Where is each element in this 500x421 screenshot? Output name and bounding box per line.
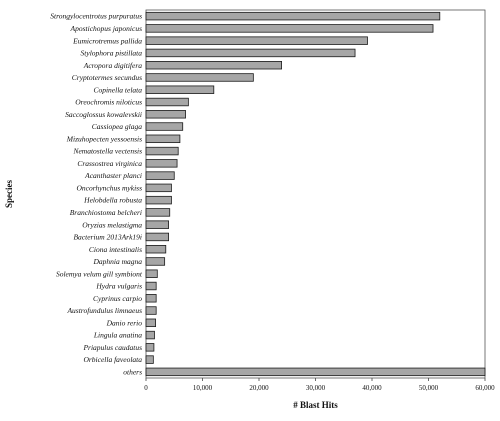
bar-10 — [145, 122, 184, 131]
category-label: Cyprinus carpio — [93, 294, 142, 303]
bar-30 — [145, 367, 486, 377]
category-label: Acanthaster planci — [84, 171, 142, 180]
x-tick-label: 30,000 — [306, 384, 326, 392]
category-label: Hydra vulgaris — [95, 282, 142, 291]
category-label: Acropora digitifera — [83, 61, 143, 70]
category-label: Nematostella vectensis — [72, 147, 142, 156]
category-label: Cassiopea glaga — [92, 122, 142, 131]
bar-18 — [145, 220, 170, 229]
category-label: Lingula anatina — [93, 331, 142, 340]
bar-6 — [145, 73, 254, 82]
bar-28 — [145, 343, 155, 352]
category-label: Mizuhopecten yessoensis — [66, 134, 142, 143]
bar-5 — [145, 61, 283, 70]
category-label: Copinella telata — [93, 85, 142, 94]
category-label: Orbicella faveolata — [83, 355, 142, 364]
category-label: Bacterium 2013Ark19i — [73, 233, 142, 242]
bar-17 — [145, 208, 171, 217]
category-label: Helobdella robusta — [83, 196, 142, 205]
bar-3 — [145, 36, 368, 45]
category-label: Cryptotermes secundus — [72, 73, 142, 82]
category-label-group: Strongylocentrotus purpuratus Apostichopu… — [50, 12, 143, 377]
category-label: others — [123, 367, 142, 376]
category-label: Oncorhynchus mykiss — [77, 183, 143, 192]
category-label: Apostichopus japonicus — [70, 24, 143, 33]
bar-2 — [145, 24, 434, 33]
category-label: Ciona intestinalis — [89, 245, 142, 254]
bar-27 — [145, 330, 155, 340]
bar-23 — [145, 281, 157, 291]
x-tick-label: 20,000 — [249, 384, 269, 392]
bar-15 — [145, 183, 172, 193]
bar-20 — [145, 244, 167, 254]
bar-1 — [145, 11, 441, 21]
bar-16 — [145, 195, 172, 205]
x-tick-label: 50,000 — [419, 384, 439, 392]
category-label: Priapulus caudatus — [82, 343, 142, 352]
x-tick-label: 0 — [144, 384, 148, 392]
bar-12 — [145, 146, 179, 156]
bar-21 — [145, 257, 166, 266]
category-label: Danio rerio — [106, 318, 143, 327]
category-label: Solemya velum gill symbiont — [56, 269, 143, 278]
category-label: Saccoglossus kowalevskii — [65, 110, 142, 119]
category-label: Daphnia magna — [92, 257, 142, 266]
bar-24 — [145, 294, 157, 303]
bar-11 — [145, 134, 181, 144]
bar-4 — [145, 48, 356, 58]
bar-13 — [145, 159, 178, 168]
x-tick-label: 10,000 — [193, 384, 213, 392]
category-label: Crassostrea virginica — [77, 159, 142, 168]
bar-9 — [145, 110, 186, 119]
bar-22 — [145, 269, 158, 278]
bar-19 — [145, 232, 170, 242]
bar-29 — [145, 355, 154, 364]
y-axis-title: Species — [4, 180, 14, 208]
bar-25 — [145, 306, 157, 315]
bar-7 — [145, 85, 215, 94]
bar-8 — [145, 97, 189, 107]
x-axis-title: # Blast Hits — [293, 400, 338, 410]
category-label: Austrofundulus limnaeus — [66, 306, 142, 315]
category-label: Stylophora pistillata — [81, 49, 143, 58]
bar-14 — [145, 171, 175, 180]
category-label: Eumicrotremus pallida — [72, 36, 142, 45]
x-tick-label: 60,000 — [475, 384, 495, 392]
x-tick-label: 40,000 — [362, 384, 382, 392]
category-label: Strongylocentrotus purpuratus — [50, 12, 142, 21]
category-label: Branchiostoma belcheri — [70, 208, 142, 217]
category-label: Oreochromis niloticus — [75, 98, 142, 107]
category-label: Oryzias melastigma — [82, 220, 142, 229]
x-tick-group: 0 10,000 20,000 30,000 40,000 50,000 60,000 — [144, 378, 495, 392]
bar-group — [145, 11, 486, 377]
bar-26 — [145, 318, 157, 328]
